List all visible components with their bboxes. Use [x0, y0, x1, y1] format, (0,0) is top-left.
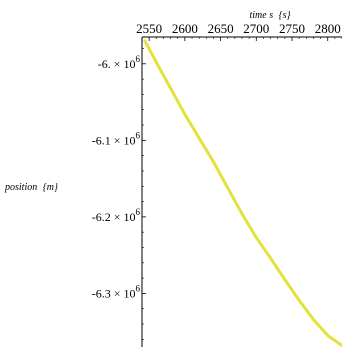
y-axis-title: position {m} [4, 182, 58, 193]
svg-text:time s {s}: time s {s} [250, 10, 291, 21]
svg-text:position {m}: position {m} [4, 182, 58, 193]
x-tick-label: 2550 [136, 21, 162, 36]
x-tick-label: 2650 [208, 21, 234, 36]
x-ticks: 2550 2600 2650 2700 2750 2800 [136, 21, 342, 41]
y-tick-label: -6.3 × 106 [92, 283, 141, 300]
y-tick-label: -6.1 × 106 [92, 130, 141, 147]
x-tick-label: 2800 [315, 21, 341, 36]
series-layer [143, 39, 342, 347]
y-tick-label: -6. × 106 [98, 54, 141, 71]
x-tick-label: 2600 [172, 21, 198, 36]
y-ticks: -6. × 106 -6.1 × 106 -6.2 × 106 -6.3 × 106 [92, 48, 146, 340]
y-axis-title-unit: {m} [43, 182, 58, 193]
x-tick-label: 2750 [279, 21, 305, 36]
x-axis-title-unit: {s} [279, 10, 291, 21]
x-tick-label: 2700 [243, 21, 269, 36]
x-axis-title: time s {s} [250, 10, 291, 21]
y-tick-label: -6.2 × 106 [92, 207, 141, 224]
series-line-1 [143, 39, 342, 347]
x-axis-title-main: time s [250, 10, 274, 21]
y-axis-title-main: position [4, 182, 37, 193]
